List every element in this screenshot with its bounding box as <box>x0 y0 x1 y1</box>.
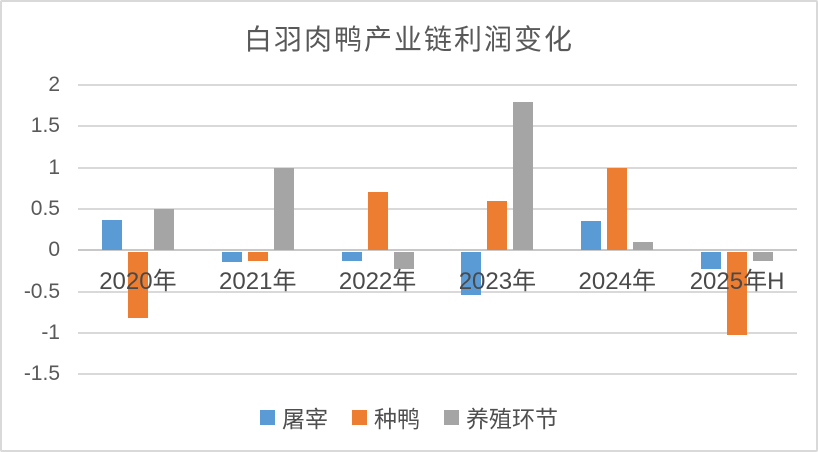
y-tick-label: 0 <box>48 238 60 262</box>
bar-养殖环节-2020年 <box>153 209 174 251</box>
x-category-label: 2023年 <box>458 268 537 296</box>
bar-屠宰-2023年 <box>461 252 482 296</box>
legend-marker-icon <box>444 409 459 425</box>
y-gridline <box>78 166 797 169</box>
x-category-label: 2024年 <box>578 268 656 296</box>
legend: 屠宰 种鸭 养殖环节 <box>2 400 816 434</box>
legend-label: 屠宰 <box>282 406 328 432</box>
bar-种鸭-2025年H <box>727 252 748 335</box>
legend-label: 种鸭 <box>374 406 420 432</box>
x-category-label: 2020年 <box>99 268 177 296</box>
legend-item-屠宰: 屠宰 <box>260 400 328 434</box>
y-tick-label: 1.5 <box>30 114 60 138</box>
bar-种鸭-2024年 <box>607 167 628 251</box>
y-tick-label: -0.5 <box>23 279 60 303</box>
bar-种鸭-2021年 <box>247 252 268 261</box>
y-gridline <box>78 125 797 128</box>
bar-屠宰-2022年 <box>341 252 362 261</box>
bar-种鸭-2022年 <box>367 192 388 251</box>
y-gridline <box>78 373 797 376</box>
y-gridline <box>78 84 797 86</box>
bar-养殖环节-2025年H <box>753 252 774 261</box>
y-tick-label: -1.5 <box>23 362 60 386</box>
legend-label: 养殖环节 <box>466 406 558 432</box>
chart-title: 白羽肉鸭产业链利润变化 <box>243 24 574 55</box>
bar-屠宰-2021年 <box>221 252 242 263</box>
legend-item-种鸭: 种鸭 <box>352 400 420 434</box>
y-gridline <box>78 290 797 293</box>
bar-养殖环节-2023年 <box>513 101 534 251</box>
y-gridline <box>78 208 797 210</box>
bar-种鸭-2023年 <box>487 200 508 251</box>
bar-屠宰-2020年 <box>101 219 122 251</box>
x-category-label: 2025年H <box>689 268 785 296</box>
y-tick-label: -1 <box>41 321 60 344</box>
bar-屠宰-2024年 <box>581 221 602 251</box>
bar-种鸭-2020年 <box>127 252 148 319</box>
x-category-label: 2021年 <box>219 268 297 296</box>
y-gridline <box>78 332 797 334</box>
y-tick-label: 0.5 <box>30 197 60 220</box>
legend-item-养殖环节: 养殖环节 <box>444 400 558 434</box>
bar-养殖环节-2024年 <box>633 242 654 251</box>
x-category-label: 2022年 <box>338 268 417 296</box>
y-tick-label: 2 <box>48 73 60 96</box>
zero-axis-line <box>78 249 797 252</box>
legend-marker-icon <box>260 409 275 425</box>
bar-养殖环节-2021年 <box>273 167 294 251</box>
y-tick-label: 1 <box>48 155 60 179</box>
bar-养殖环节-2022年 <box>393 252 414 269</box>
bar-屠宰-2025年H <box>701 252 722 269</box>
legend-marker-icon <box>352 409 367 425</box>
